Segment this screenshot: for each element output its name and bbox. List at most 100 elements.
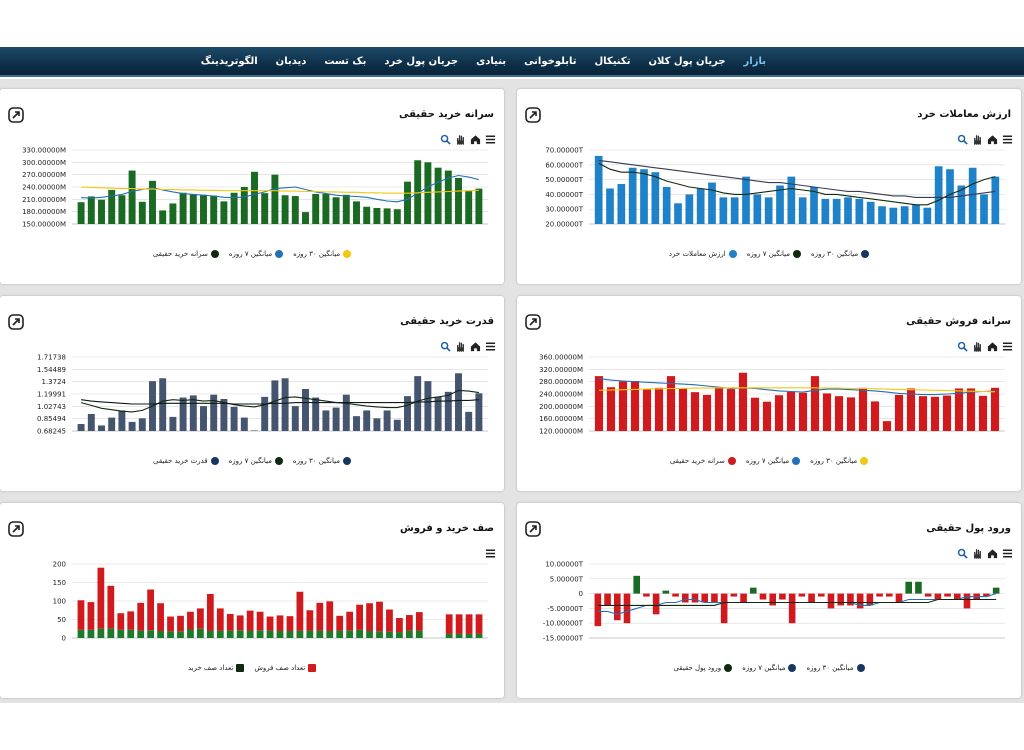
y-tick-label: 30.00000T	[545, 206, 583, 214]
legend-marker-icon	[343, 250, 352, 258]
y-tick-label: 180.00000M	[22, 208, 66, 216]
menu-icon[interactable]	[485, 134, 496, 145]
pan-icon[interactable]	[455, 341, 466, 352]
bar	[128, 421, 136, 431]
home-icon[interactable]	[470, 341, 481, 352]
bar-buy-queue	[286, 630, 294, 638]
nav-item-4[interactable]: بنیادی	[476, 55, 507, 67]
pan-icon[interactable]	[972, 341, 983, 352]
nav-item-8[interactable]: الگوتریدینگ	[200, 55, 258, 67]
legend-marker-icon	[788, 664, 797, 672]
expand-icon[interactable]	[8, 107, 24, 123]
bar-sell-queue	[177, 615, 184, 632]
bar-buy-queue	[386, 631, 393, 638]
legend-item[interactable]: میانگین ۳۰ روزه	[811, 250, 870, 258]
legend-label: میانگین ۷ روزه	[746, 250, 791, 258]
bar	[810, 187, 818, 224]
legend-item[interactable]: میانگین ۳۰ روزه	[293, 250, 352, 258]
bar	[980, 194, 988, 224]
nav-item-2[interactable]: تکنیکال	[594, 55, 631, 67]
zoom-icon[interactable]	[440, 341, 451, 352]
series-line-ma30	[598, 387, 996, 393]
bar-buy-queue	[336, 630, 344, 638]
menu-icon[interactable]	[1002, 134, 1013, 145]
bar	[302, 388, 309, 431]
expand-icon[interactable]	[525, 107, 541, 123]
zoom-icon[interactable]	[440, 134, 451, 145]
y-tick-label: 150.00000M	[22, 221, 66, 229]
bar	[393, 419, 401, 431]
bar	[726, 389, 736, 431]
nav-item-5[interactable]: جریان پول خرد	[384, 55, 459, 67]
y-tick-label: 70.00000T	[545, 147, 583, 155]
bar	[934, 593, 942, 600]
bar	[455, 373, 462, 431]
legend-item[interactable]: میانگین ۷ روزه	[229, 250, 284, 258]
menu-icon[interactable]	[485, 548, 496, 559]
legend-item[interactable]: میانگین ۷ روزه	[229, 457, 283, 465]
legend-label: تعداد صف خرید	[187, 664, 234, 672]
legend-marker-icon	[210, 250, 219, 258]
chart-legend: قدرت خرید حقیقی میانگین ۷ روزه میانگین ۳۰ …	[0, 457, 504, 465]
legend-item[interactable]: تعداد صف خرید	[188, 664, 245, 672]
nav-item-7[interactable]: دیدبان	[275, 55, 307, 67]
bar-buy-queue	[157, 630, 164, 638]
bar	[954, 388, 964, 431]
legend-label: سرانه خرید حقیقی	[152, 250, 208, 258]
legend-item[interactable]: میانگین ۳۰ روزه	[293, 457, 351, 465]
menu-icon[interactable]	[1002, 548, 1013, 559]
legend-item[interactable]: میانگین ۷ روزه	[746, 250, 802, 258]
nav-item-1[interactable]: جریان پول کلان	[648, 55, 726, 67]
bar	[774, 395, 784, 431]
bar	[968, 167, 977, 224]
bar	[281, 378, 289, 431]
series-line-ma30	[81, 186, 479, 194]
legend-item[interactable]: سرانه خرید حقیقی	[670, 457, 736, 465]
expand-icon[interactable]	[525, 314, 541, 330]
legend-marker-icon	[861, 250, 870, 258]
legend-marker-icon	[860, 457, 869, 465]
pan-icon[interactable]	[972, 134, 983, 145]
nav-item-6[interactable]: بک تست	[324, 55, 367, 67]
bar	[714, 387, 724, 431]
home-icon[interactable]	[987, 548, 998, 559]
zoom-icon[interactable]	[957, 548, 968, 559]
home-icon[interactable]	[987, 341, 998, 352]
legend-item[interactable]: ارزش معاملات خرد	[669, 250, 737, 258]
bar-buy-queue	[167, 631, 174, 638]
pan-icon[interactable]	[972, 548, 983, 559]
zoom-icon[interactable]	[957, 341, 968, 352]
panel-real-buy-power: قدرت خرید حقیقی 1.71738 1.54489 1.3724 1.19…	[0, 296, 504, 491]
bar-buy-queue	[256, 630, 264, 638]
pan-icon[interactable]	[455, 134, 466, 145]
expand-icon[interactable]	[8, 521, 24, 537]
legend-item[interactable]: ورود پول حقیقی	[673, 664, 733, 672]
home-icon[interactable]	[987, 134, 998, 145]
bar	[878, 206, 886, 224]
bar	[990, 387, 1000, 431]
chart-toolbar	[485, 548, 496, 559]
y-tick-label: 240.00000M	[22, 184, 66, 192]
home-icon[interactable]	[470, 134, 481, 145]
legend-item[interactable]: سرانه خرید حقیقی	[153, 250, 219, 258]
nav-item-3[interactable]: تابلوخوانی	[524, 55, 577, 67]
legend-item[interactable]: میانگین ۳۰ روزه	[806, 664, 865, 672]
legend-item[interactable]: میانگین ۳۰ روزه	[810, 457, 869, 465]
menu-icon[interactable]	[1002, 341, 1013, 352]
legend-item[interactable]: میانگین ۷ روزه	[742, 664, 797, 672]
bar	[606, 188, 614, 224]
zoom-icon[interactable]	[957, 134, 968, 145]
bar	[966, 388, 976, 431]
series-line-ma7	[598, 162, 996, 206]
bar	[312, 397, 320, 431]
bar	[189, 395, 197, 431]
legend-item[interactable]: قدرت خرید حقیقی	[153, 457, 219, 465]
legend-item[interactable]: تعداد صف فروش	[254, 664, 317, 672]
expand-icon[interactable]	[8, 314, 24, 330]
bar	[383, 410, 391, 431]
menu-icon[interactable]	[485, 341, 496, 352]
expand-icon[interactable]	[525, 521, 541, 537]
nav-item-0[interactable]: بازار	[743, 55, 766, 67]
legend-item[interactable]: میانگین ۷ روزه	[746, 457, 801, 465]
bar	[798, 392, 808, 431]
